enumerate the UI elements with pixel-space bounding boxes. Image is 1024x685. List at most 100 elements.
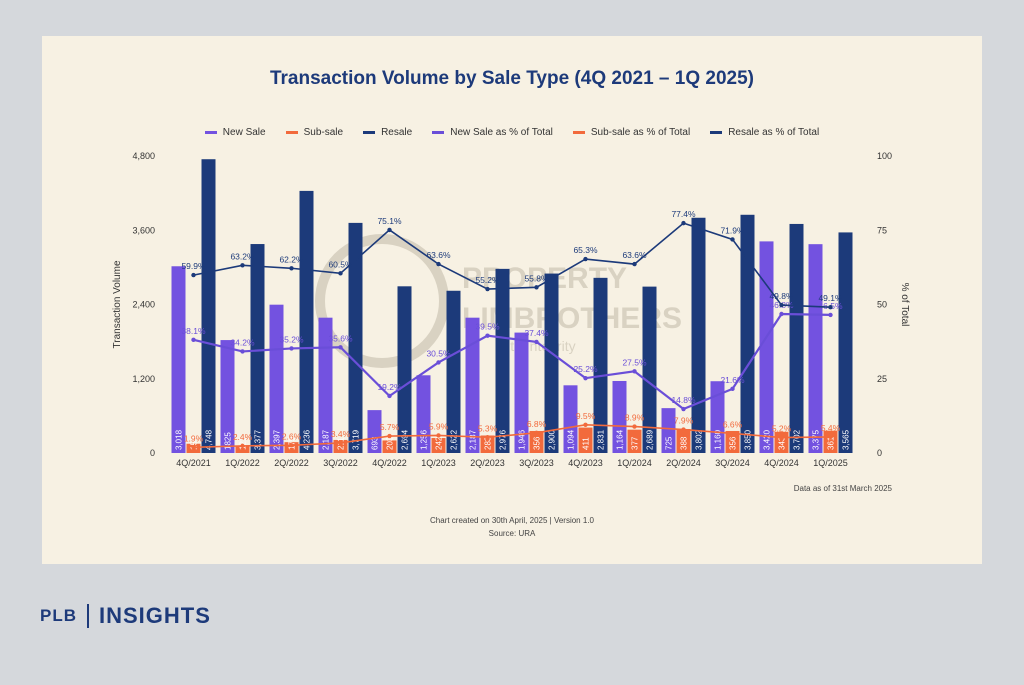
y-tick-label: 0 bbox=[150, 448, 155, 458]
bar-value-label: 1,160 bbox=[714, 429, 723, 450]
bar-sub-sale bbox=[627, 429, 642, 453]
bar-new-sale bbox=[759, 241, 774, 453]
y-axis-label: Transaction Volume bbox=[112, 260, 123, 348]
bar-value-label: 283 bbox=[484, 436, 493, 450]
y2-tick-label: 0 bbox=[877, 448, 882, 458]
bar-value-label: 2,976 bbox=[499, 429, 508, 450]
bar-value-label: 693 bbox=[371, 436, 380, 450]
chart-title: Transaction Volume by Sale Type (4Q 2021… bbox=[269, 68, 754, 89]
legend-sub-sale[interactable]: Sub-sale bbox=[285, 127, 344, 138]
watermark-ring bbox=[315, 234, 449, 368]
x-tick-label: 4Q/2022 bbox=[372, 458, 407, 468]
point-resale-pct bbox=[436, 261, 441, 267]
bar-new-sale bbox=[171, 266, 186, 453]
point-resale-pct bbox=[485, 286, 490, 292]
label-sub-sale-pct: 7.9% bbox=[674, 416, 694, 426]
brand-logo: PLB INSIGHTS bbox=[40, 603, 211, 629]
label-sub-sale-pct: 5.3% bbox=[478, 423, 498, 433]
bar-resale bbox=[495, 268, 510, 453]
legend-label: Resale as % of Total bbox=[728, 127, 820, 138]
bar-sub-sale bbox=[235, 445, 250, 453]
y-tick-label: 2,400 bbox=[132, 300, 155, 310]
point-sub-sale-pct bbox=[828, 434, 833, 440]
label-sub-sale-pct: 5.9% bbox=[429, 421, 449, 431]
legend-new-sale[interactable]: New Sale bbox=[204, 127, 266, 138]
point-sub-sale-pct bbox=[583, 422, 588, 427]
label-sub-sale-pct: 5.2% bbox=[772, 424, 792, 434]
bar-sub-sale bbox=[382, 440, 397, 453]
point-new-sale-pct bbox=[583, 375, 588, 381]
x-tick-label: 3Q/2022 bbox=[323, 458, 358, 468]
point-new-sale-pct bbox=[632, 369, 637, 374]
label-resale-pct: 49.8% bbox=[769, 291, 794, 301]
label-new-sale-pct: 25.2% bbox=[573, 364, 598, 374]
legend-sub-sale-pct[interactable]: Sub-sale as % of Total bbox=[572, 127, 691, 138]
legend-resale-pct[interactable]: Resale as % of Total bbox=[710, 127, 819, 138]
bar-new-sale bbox=[514, 332, 529, 453]
bar-new-sale bbox=[465, 317, 480, 453]
point-new-sale-pct bbox=[240, 349, 245, 354]
bar-sub-sale bbox=[676, 428, 691, 453]
y2-axis-label: % of Total bbox=[899, 283, 910, 327]
bar-sub-sale bbox=[578, 427, 593, 453]
y-tick-label: 1,200 bbox=[132, 374, 155, 384]
bar-value-label: 150 bbox=[190, 436, 199, 450]
x-tick-label: 1Q/2025 bbox=[813, 458, 848, 468]
bar-resale bbox=[201, 159, 216, 453]
line-resale-pct bbox=[193, 222, 831, 308]
bar-value-label: 203 bbox=[386, 436, 395, 450]
label-resale-pct: 63.2% bbox=[230, 251, 255, 261]
legend-label: New Sale as % of Total bbox=[450, 127, 553, 138]
bar-resale bbox=[789, 223, 804, 453]
bar-value-label: 3,802 bbox=[695, 429, 704, 450]
point-new-sale-pct bbox=[779, 311, 784, 317]
legend-swatch-new-sale-pct bbox=[432, 131, 445, 134]
bar-value-label: 3,565 bbox=[842, 429, 851, 450]
bar-resale bbox=[299, 190, 314, 453]
bar-sub-sale bbox=[480, 435, 495, 453]
point-resale-pct bbox=[338, 271, 343, 276]
bar-new-sale bbox=[563, 385, 578, 453]
point-new-sale-pct bbox=[436, 360, 441, 365]
combo-chart: PROPERTYLIMBROTHERSwith Integrity01,2002… bbox=[112, 151, 910, 468]
line-sub-sale-pct bbox=[193, 423, 831, 449]
legend-label: Sub-sale as % of Total bbox=[590, 127, 691, 138]
label-resale-pct: 55.2% bbox=[475, 275, 500, 285]
bar-sub-sale bbox=[284, 442, 299, 453]
legend-swatch-resale bbox=[363, 131, 376, 134]
point-resale-pct bbox=[191, 272, 196, 278]
point-sub-sale-pct bbox=[730, 431, 735, 436]
label-new-sale-pct: 37.4% bbox=[524, 328, 549, 338]
bar-value-label: 1,946 bbox=[518, 429, 527, 450]
x-tick-label: 2Q/2023 bbox=[470, 458, 505, 468]
label-resale-pct: 60.5% bbox=[328, 259, 353, 269]
label-resale-pct: 65.3% bbox=[573, 245, 598, 255]
x-tick-label: 2Q/2022 bbox=[274, 458, 309, 468]
y-tick-label: 4,800 bbox=[132, 151, 155, 161]
label-resale-pct: 59.9% bbox=[181, 261, 206, 271]
bar-value-label: 1825 bbox=[224, 432, 233, 450]
point-resale-pct bbox=[632, 261, 637, 267]
bar-new-sale bbox=[269, 304, 284, 453]
bar-resale bbox=[593, 277, 608, 453]
point-new-sale-pct bbox=[387, 393, 392, 399]
legend-label: New Sale bbox=[222, 127, 266, 138]
point-sub-sale-pct bbox=[485, 435, 490, 440]
bar-new-sale bbox=[808, 244, 823, 453]
x-tick-label: 2Q/2024 bbox=[666, 458, 701, 468]
bar-value-label: 2,187 bbox=[322, 429, 331, 450]
legend-new-sale-pct[interactable]: New Sale as % of Total bbox=[432, 127, 553, 138]
legend-swatch-new-sale bbox=[204, 131, 217, 134]
data-as-of: Data as of 31st March 2025 bbox=[793, 484, 892, 493]
point-new-sale-pct bbox=[730, 386, 735, 392]
label-new-sale-pct: 14.8% bbox=[671, 395, 696, 405]
line-new-sale-pct bbox=[193, 312, 831, 411]
label-resale-pct: 75.1% bbox=[377, 216, 402, 226]
bar-value-label: 377 bbox=[631, 436, 640, 450]
legend-swatch-resale-pct bbox=[710, 131, 723, 134]
legend-label: Sub-sale bbox=[303, 127, 344, 138]
legend-resale[interactable]: Resale bbox=[363, 127, 412, 138]
label-resale-pct: 77.4% bbox=[671, 209, 696, 219]
point-new-sale-pct bbox=[485, 333, 490, 338]
bar-resale bbox=[348, 222, 363, 453]
